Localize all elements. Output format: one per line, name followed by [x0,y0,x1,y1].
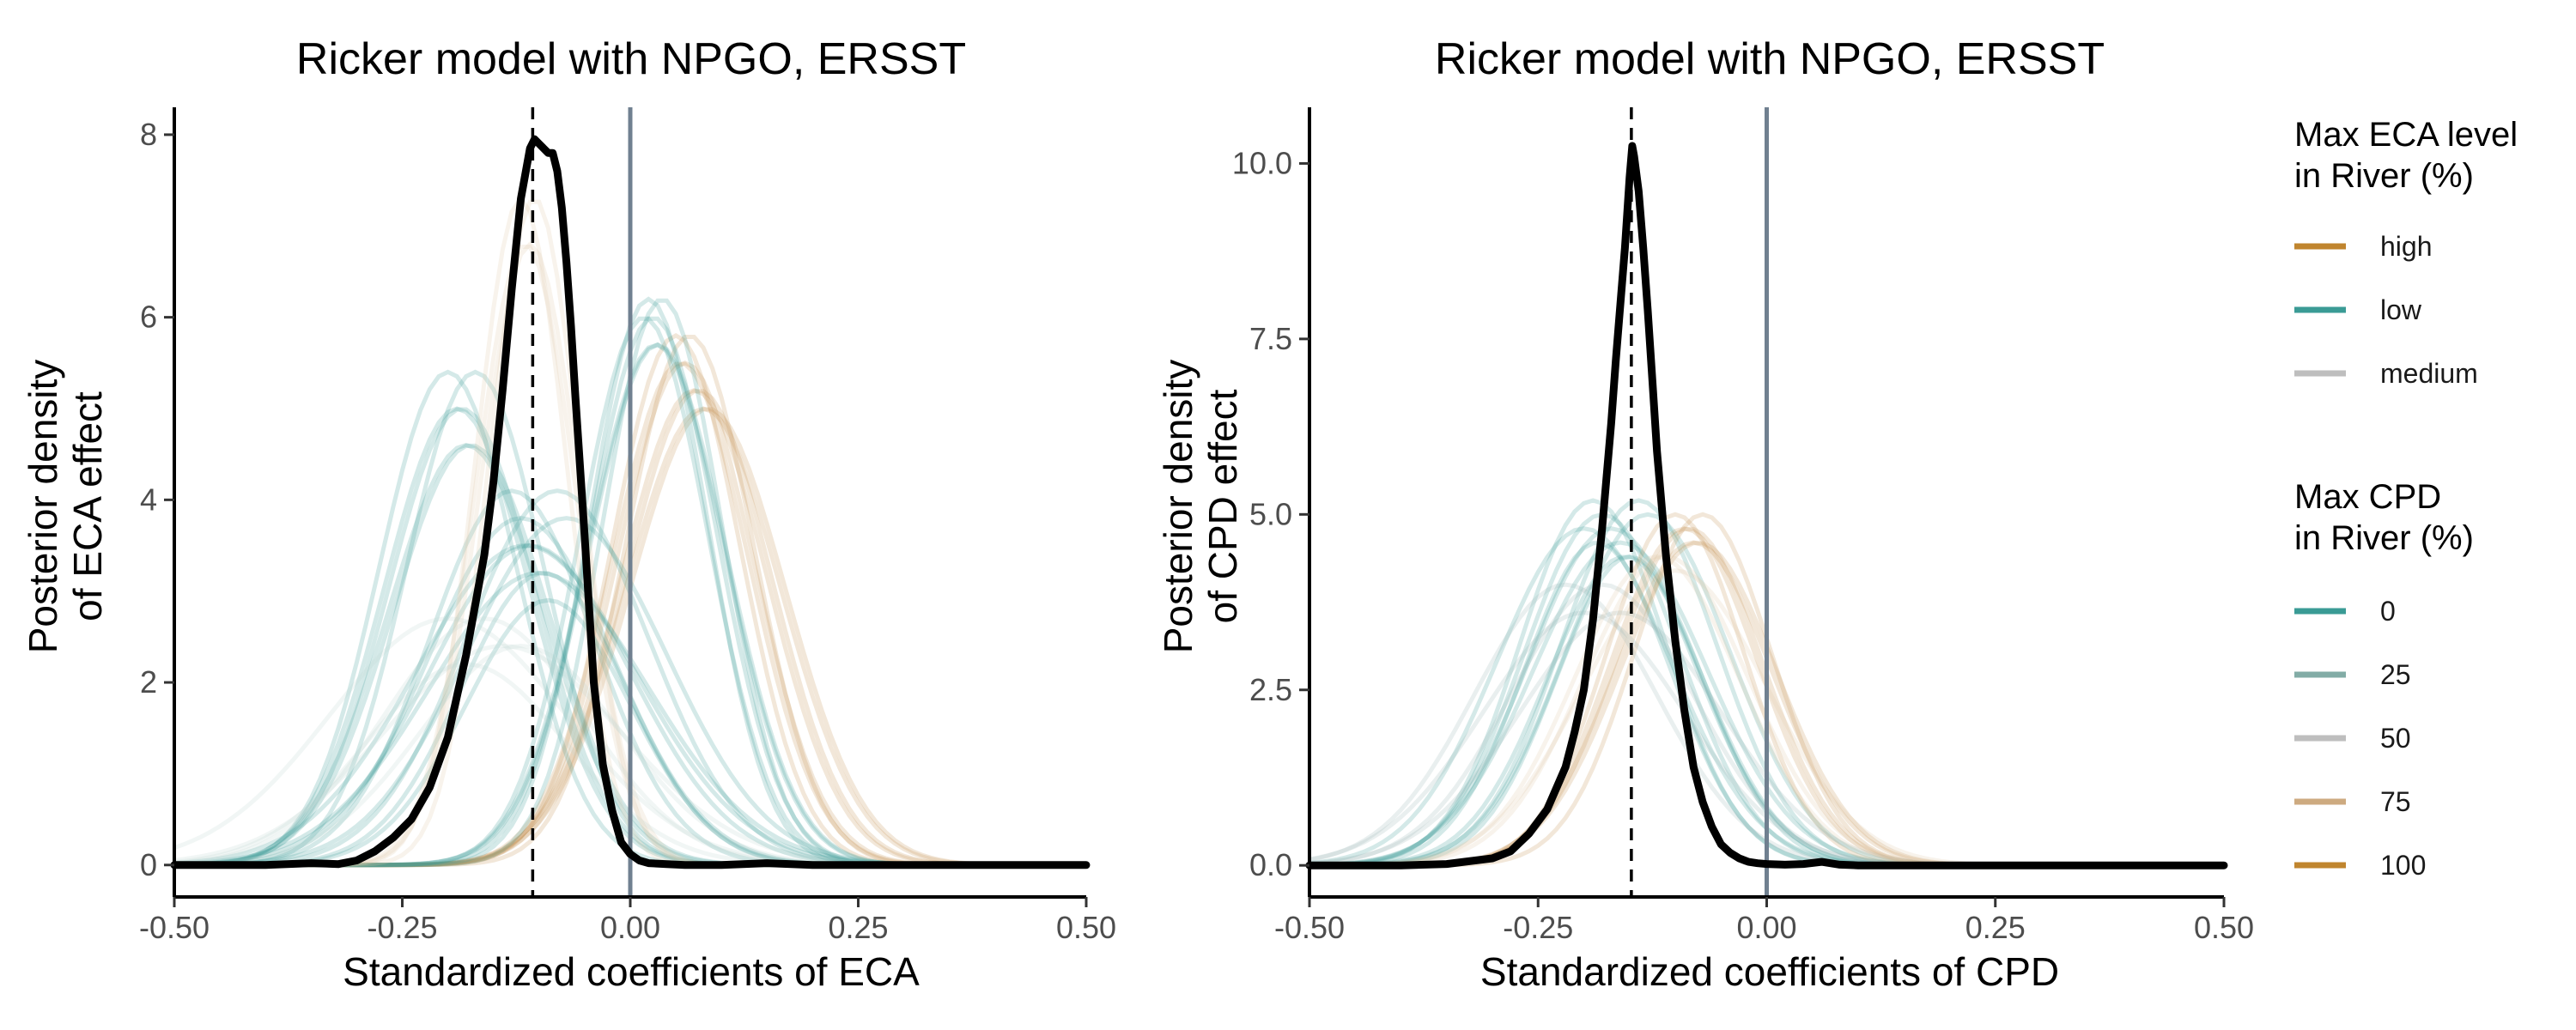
reference-lines [1630,107,1769,897]
panel-eca: Ricker model with NPGO, ERSST -0.50 -0.25… [21,34,1116,994]
x-tick-label: 0.00 [600,910,660,945]
x-tick-label: -0.50 [1274,910,1345,945]
legend-label: high [2380,231,2433,262]
x-tick-label: 0.00 [1736,910,1796,945]
legend-label: 75 [2380,786,2411,817]
legend-label: 25 [2380,659,2411,690]
y-tick-label: 6 [140,300,157,335]
panel-title: Ricker model with NPGO, ERSST [1435,34,2105,84]
x-tick-label: 0.50 [2194,910,2254,945]
x-tick-label: 0.25 [828,910,888,945]
x-tick-label: -0.25 [367,910,437,945]
y-tick-label: 2.5 [1249,672,1292,707]
legend-label: 100 [2380,850,2426,881]
y-axis-title: Posterior density of CPD effect [1156,360,1245,654]
legend-label: low [2380,294,2422,325]
y-axis-title-line-1: Posterior density [1156,360,1200,654]
legend-items: high low medium [2294,231,2478,389]
axes: -0.50 -0.25 0.00 0.25 0.50 0.0 2.5 5.0 7.5 10.0 [1232,107,2254,945]
y-tick-label: 0.0 [1249,847,1292,882]
x-tick-label: 0.25 [1965,910,2026,945]
y-tick-label: 7.5 [1249,321,1292,356]
main-curve-layer [1305,142,2228,869]
y-tick-label: 0 [140,847,157,882]
legend-title-line-1: Max CPD [2294,478,2441,516]
main-curve-layer [170,135,1091,869]
main-posterior-curve [170,135,1091,869]
x-tick-label: -0.25 [1503,910,1573,945]
x-tick-label: 0.50 [1056,910,1116,945]
y-tick-label: 10.0 [1232,145,1292,180]
legend: Max ECA level in River (%) high low medium… [2294,116,2518,881]
x-tick-label: -0.50 [139,910,210,945]
legend-title-line-2: in River (%) [2294,157,2474,195]
y-tick-label: 4 [140,482,157,517]
legend-title-line-1: Max ECA level [2294,116,2518,154]
legend-label: 0 [2380,596,2396,627]
y-axis-title-line-1: Posterior density [21,360,65,654]
y-axis-title-line-2: of ECA effect [65,391,110,621]
panel-title: Ricker model with NPGO, ERSST [296,34,966,84]
y-tick-label: 5.0 [1249,496,1292,531]
axes: -0.50 -0.25 0.00 0.25 0.50 0 2 4 6 8 [139,107,1116,945]
legend-title-line-2: in River (%) [2294,519,2474,557]
legend-eca: Max ECA level in River (%) high low medium [2294,116,2518,389]
y-tick-label: 8 [140,117,157,152]
legend-cpd: Max CPD in River (%) 0 25 50 75 100 [2294,478,2474,881]
y-tick-label: 2 [140,664,157,700]
y-axis-title-line-2: of CPD effect [1200,389,1245,623]
x-axis-title: Standardized coefficients of CPD [1480,949,2059,994]
main-posterior-curve [1305,142,2228,869]
x-axis-title: Standardized coefficients of ECA [343,949,920,994]
y-axis-title: Posterior density of ECA effect [21,360,110,654]
panel-cpd: Ricker model with NPGO, ERSST -0.50 -0.25… [1156,34,2254,994]
legend-items: 0 25 50 75 100 [2294,596,2426,881]
reference-lines [531,107,633,897]
legend-label: medium [2380,358,2478,389]
legend-label: 50 [2380,723,2411,754]
